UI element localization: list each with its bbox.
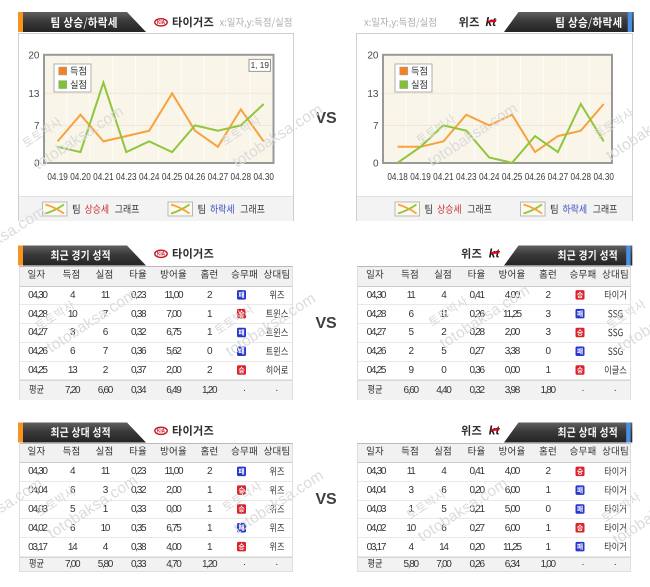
svg-text:04.25: 04.25 xyxy=(502,172,523,183)
svg-text:totobaksa.com: totobaksa.com xyxy=(44,286,140,357)
svg-text:totobaksa.com: totobaksa.com xyxy=(231,467,327,538)
svg-text:7: 7 xyxy=(373,121,379,132)
svg-text:totobaksa.com: totobaksa.com xyxy=(437,282,533,353)
svg-text:04.19: 04.19 xyxy=(47,172,68,183)
svg-text:13: 13 xyxy=(28,89,40,100)
svg-text:0: 0 xyxy=(34,158,40,169)
svg-text:04.28: 04.28 xyxy=(571,172,592,183)
svg-text:totobaksa.com: totobaksa.com xyxy=(415,475,511,546)
svg-text:04.21: 04.21 xyxy=(433,172,454,183)
svg-text:KIA: KIA xyxy=(157,252,165,258)
svg-text:20: 20 xyxy=(367,50,379,61)
svg-text:04.26: 04.26 xyxy=(185,172,206,183)
svg-text:04.21: 04.21 xyxy=(93,172,114,183)
svg-text:04.23: 04.23 xyxy=(456,172,477,183)
svg-text:KIA: KIA xyxy=(157,429,165,435)
svg-text:0: 0 xyxy=(373,158,379,169)
svg-text:04.23: 04.23 xyxy=(116,172,137,183)
svg-text:totobaksa.com: totobaksa.com xyxy=(615,285,650,356)
svg-text:20: 20 xyxy=(28,50,40,61)
svg-text:04.18: 04.18 xyxy=(387,172,408,183)
svg-text:04.27: 04.27 xyxy=(548,172,569,183)
svg-text:04.26: 04.26 xyxy=(525,172,546,183)
svg-text:04.27: 04.27 xyxy=(208,172,229,183)
svg-text:04.28: 04.28 xyxy=(231,172,252,183)
svg-text:7: 7 xyxy=(34,121,40,132)
svg-text:04.24: 04.24 xyxy=(479,172,500,183)
svg-text:04.19: 04.19 xyxy=(410,172,431,183)
svg-text:04.30: 04.30 xyxy=(253,172,274,183)
svg-text:1, 19: 1, 19 xyxy=(251,60,270,70)
svg-text:13: 13 xyxy=(367,89,379,100)
svg-text:04.30: 04.30 xyxy=(593,172,614,183)
svg-text:04.25: 04.25 xyxy=(162,172,183,183)
svg-text:KIA: KIA xyxy=(157,20,165,26)
svg-text:totobaksa.com: totobaksa.com xyxy=(45,472,141,543)
svg-text:04.24: 04.24 xyxy=(139,172,160,183)
svg-text:04.20: 04.20 xyxy=(70,172,91,183)
